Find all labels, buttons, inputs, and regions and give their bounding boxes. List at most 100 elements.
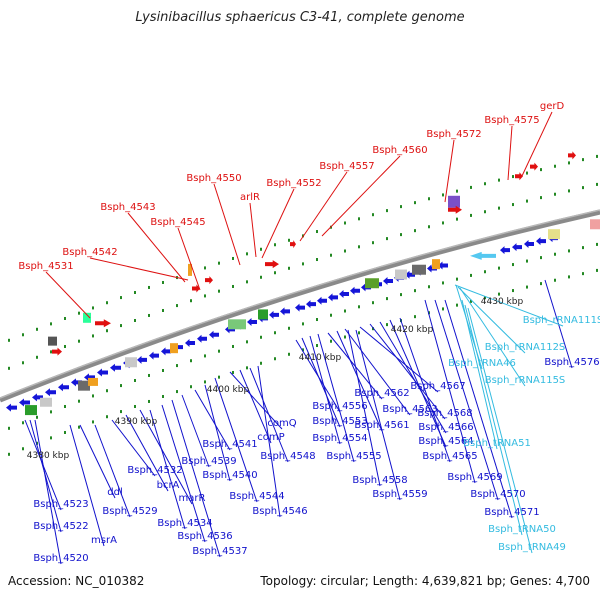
tick-dot [568,249,570,253]
tick-dot [78,311,80,315]
tick-dot [372,213,374,217]
tick-dot [484,182,486,186]
tick-dot [148,373,150,377]
genome-backbone [0,209,600,403]
tick-dot [400,233,402,237]
leader-line [34,419,62,565]
gene-label: Bsph_4546 [252,506,307,517]
gene-arrow [524,240,534,249]
gene-label: Bsph_4532 [127,465,182,476]
gene-arrow [512,243,522,252]
gene-box [448,195,460,208]
tick-dot [330,253,332,257]
gene-label: arlR [240,192,260,203]
tick-dot [540,282,542,286]
gene-arrow [269,310,279,319]
gene-label: Bsph_4557 [319,161,374,172]
leader-line [301,337,341,428]
leader-line [249,202,257,258]
leader-line [213,183,241,266]
tick-dot [22,447,24,451]
gene-label: Bsph_4531 [18,261,73,272]
tick-dot [302,262,304,266]
tick-dot [50,350,52,354]
tick-dot [176,390,178,394]
tick-dot [484,270,486,274]
gene-box [188,263,192,276]
tick-dot [554,278,556,282]
gene-label: Bsph_4558 [352,475,407,486]
gene-label: Bsph_tRNA50 [488,524,556,535]
tick-dot [246,366,248,370]
tick-dot [498,266,500,270]
gene-label: Bsph_4537 [192,546,247,557]
gene-label: Bsph_4559 [372,489,427,500]
tick-dot [120,296,122,300]
leader-line [299,171,348,242]
gene-label: Bsph_4555 [326,451,381,462]
tick-dot [568,189,570,193]
gene-arrow [339,289,349,298]
tick-dot [92,334,94,338]
tick-dot [568,161,570,165]
tick-dot [540,256,542,260]
tick-dot [498,292,500,296]
tick-dot [400,293,402,297]
tick-dot [316,318,318,322]
tick-dot [330,339,332,343]
tick-dot [36,355,38,359]
leader-line [444,139,455,203]
tick-dot [64,404,66,408]
tick-dot [596,268,598,272]
gene-arrow [290,240,296,249]
leader-line [171,399,221,558]
tick-dot [218,289,220,293]
tick-dot [540,168,542,172]
gene-label: comP [257,432,284,443]
topology-label: Topology: circular; Length: 4,639,821 bp… [260,574,590,588]
gene-label: Bsph_4545 [150,217,205,228]
tick-dot [260,275,262,279]
gene-box [25,405,37,416]
tick-dot [8,366,10,370]
tick-dot [526,199,528,203]
accession-label: Accession: NC_010382 [8,574,145,588]
leader-line [521,111,553,177]
gene-label: Bsph_rRNA115S [485,375,566,386]
gene-arrow [52,347,62,356]
gene-label: Bsph_rRNA111S [523,315,600,326]
leader-line [336,330,383,432]
tick-dot [260,247,262,251]
gene-arrow [295,303,305,312]
gene-label: Bsph_4561 [354,420,409,431]
tick-dot [92,420,94,424]
tick-dot [596,242,598,246]
tick-dot [470,299,472,303]
tick-dot [414,229,416,233]
leader-line [181,394,210,468]
tick-dot [134,290,136,294]
gene-box [48,336,57,346]
gene-box [125,357,137,368]
tick-dot [288,266,290,270]
tick-dot [456,303,458,307]
leader-line [257,365,281,518]
leader-line [94,424,131,518]
tick-dot [78,399,80,403]
gene-label: Bsph_4563 [382,404,437,415]
tick-dot [204,380,206,384]
gene-label: ddl [107,487,122,498]
leader-line [214,377,258,503]
tick-dot [232,370,234,374]
gene-box [40,397,52,407]
tick-dot [554,164,556,168]
tick-dot [442,307,444,311]
tick-dot [190,359,192,363]
tick-dot [106,389,108,393]
tick-dot [484,210,486,214]
gene-arrow [317,296,327,305]
tick-dot [204,354,206,358]
leader-line [434,299,499,501]
tick-dot [134,378,136,382]
tick-dot [274,271,276,275]
